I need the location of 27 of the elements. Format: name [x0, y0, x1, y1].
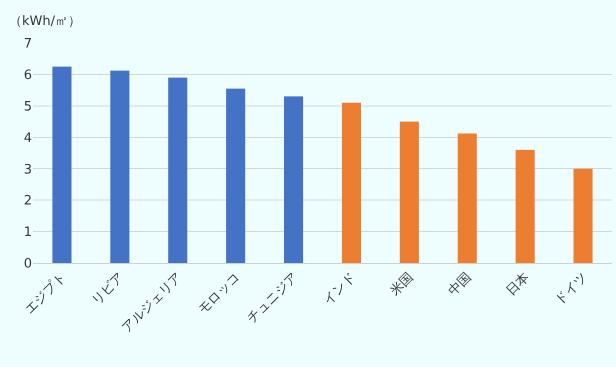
y-tick-label: 3 — [24, 162, 32, 178]
x-tick-label: インド — [320, 270, 359, 308]
bar — [284, 96, 304, 263]
x-tick-label: 中国 — [446, 270, 475, 299]
y-tick-label: 2 — [24, 194, 32, 209]
bar — [516, 150, 535, 263]
bar — [342, 102, 361, 263]
bar — [574, 168, 593, 263]
y-tick-label: 5 — [24, 99, 32, 114]
bar — [168, 78, 188, 263]
y-tick-label: 7 — [24, 36, 32, 52]
bar — [226, 88, 246, 263]
bar — [458, 134, 477, 263]
y-tick-label: 6 — [24, 68, 32, 83]
y-axis-title: （kWh/㎡） — [9, 14, 82, 29]
x-tick-label: ドイツ — [552, 270, 590, 308]
bar — [110, 70, 130, 263]
x-tick-label: モロッコ — [196, 270, 244, 318]
x-tick-label: 米国 — [388, 270, 417, 299]
bar — [52, 66, 72, 263]
bar — [400, 122, 419, 263]
x-tick-label: 日本 — [504, 270, 533, 299]
y-tick-label: 0 — [24, 256, 32, 272]
x-tick-label: チュニジア — [244, 270, 301, 326]
y-tick-label: 1 — [24, 225, 32, 240]
y-tick-label: 4 — [24, 130, 32, 146]
x-tick-label: エジプト — [22, 270, 70, 318]
